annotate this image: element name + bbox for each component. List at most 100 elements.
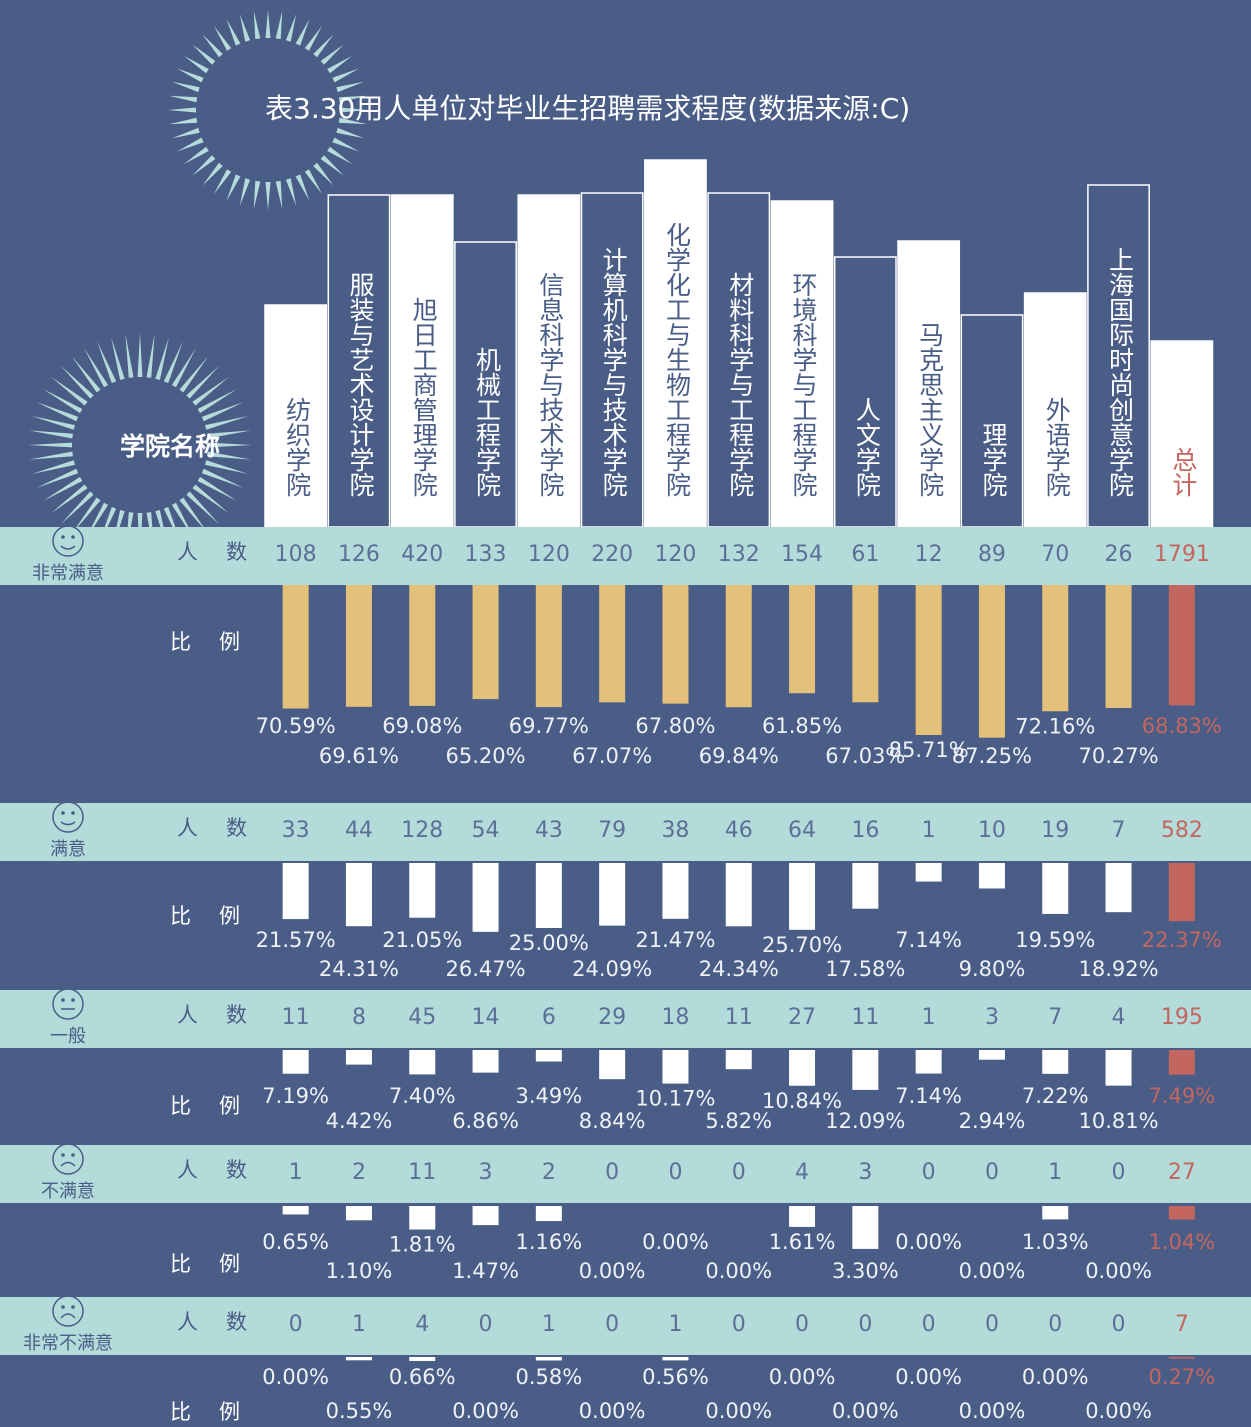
level-name: 一般 xyxy=(50,1026,86,1047)
face-eye xyxy=(71,811,75,815)
sunburst-ray xyxy=(179,497,209,534)
count: 0 xyxy=(668,1160,682,1185)
bar xyxy=(535,1050,562,1062)
face-icon xyxy=(52,1295,84,1327)
sunburst-ray xyxy=(207,430,251,439)
sunburst-ray xyxy=(320,155,344,176)
value-label: 0.00% xyxy=(705,1399,772,1423)
college-block xyxy=(264,304,328,528)
face-mouth xyxy=(60,1161,76,1167)
bar xyxy=(345,1206,372,1221)
value-label: 69.84% xyxy=(699,744,779,768)
count: 45 xyxy=(408,1005,436,1030)
sunburst-ray xyxy=(213,25,232,51)
row-label: 比例 xyxy=(170,1094,268,1118)
count: 0 xyxy=(922,1160,936,1185)
count: 44 xyxy=(345,818,373,843)
bar xyxy=(1105,1050,1132,1086)
bar xyxy=(282,585,309,709)
count: 12 xyxy=(915,542,943,567)
value-label: 0.66% xyxy=(389,1365,456,1389)
sunburst-ray xyxy=(265,182,271,210)
title: 表3.30用人单位对毕业生招聘需求程度(数据来源:C) xyxy=(265,92,910,125)
value-label: 0.27% xyxy=(1148,1365,1215,1389)
count: 8 xyxy=(352,1005,366,1030)
bar xyxy=(852,1206,879,1249)
value-label: 0.00% xyxy=(579,1259,646,1283)
count: 38 xyxy=(661,818,689,843)
bar xyxy=(282,863,309,920)
sunburst-ray xyxy=(183,55,209,74)
sunburst-core xyxy=(198,40,338,180)
sunburst-ray xyxy=(29,430,73,439)
count: 2 xyxy=(542,1160,556,1185)
count: 1 xyxy=(668,1312,682,1337)
bar xyxy=(789,585,816,694)
bar xyxy=(409,1357,436,1361)
bar xyxy=(978,1050,1005,1060)
bar xyxy=(345,585,372,707)
sunburst-ray xyxy=(320,44,344,65)
count: 1 xyxy=(352,1312,366,1337)
count: 0 xyxy=(922,1312,936,1337)
college-name: 纺织学院 xyxy=(283,397,312,497)
sunburst-ray xyxy=(171,348,196,388)
value-label: 0.00% xyxy=(579,1399,646,1423)
count: 54 xyxy=(472,818,500,843)
count: 0 xyxy=(985,1312,999,1337)
sunburst-ray xyxy=(253,180,261,209)
level-name: 非常满意 xyxy=(32,563,104,584)
bar xyxy=(472,585,499,700)
face-eye xyxy=(61,1153,65,1157)
college-block xyxy=(833,256,897,528)
college-name: 理学院 xyxy=(979,422,1008,497)
bar xyxy=(409,1050,436,1075)
sunburst-ray xyxy=(84,348,109,388)
count: 582 xyxy=(1161,818,1203,843)
sunburst-ray xyxy=(186,491,220,525)
value-label: 12.09% xyxy=(825,1109,905,1133)
row-label: 人数 xyxy=(177,1003,275,1027)
bar xyxy=(789,1050,816,1086)
sunburst-ray xyxy=(201,402,244,422)
value-label: 1.61% xyxy=(769,1230,836,1254)
sunburst-ray xyxy=(295,174,310,201)
count: 0 xyxy=(605,1312,619,1337)
value-label: 69.61% xyxy=(319,744,399,768)
bar xyxy=(978,863,1005,889)
bar xyxy=(1042,1206,1069,1220)
level-name: 不满意 xyxy=(41,1181,95,1202)
value-label: 21.05% xyxy=(382,928,462,952)
bar xyxy=(789,863,816,930)
value-label: 3.30% xyxy=(832,1259,899,1283)
count: 420 xyxy=(401,542,443,567)
face-eye xyxy=(71,535,75,539)
value-label: 1.47% xyxy=(452,1259,519,1283)
count: 10 xyxy=(978,818,1006,843)
value-label: 87.25% xyxy=(952,744,1032,768)
value-label: 0.00% xyxy=(705,1259,772,1283)
face-icon xyxy=(52,525,84,557)
value-label: 8.84% xyxy=(579,1109,646,1133)
sunburst-ray xyxy=(304,169,323,195)
sunburst-ray xyxy=(304,25,323,51)
bar xyxy=(662,863,689,919)
count: 29 xyxy=(598,1005,626,1030)
value-label: 24.09% xyxy=(572,957,652,981)
sunburst-ray xyxy=(197,476,237,501)
value-label: 85.71% xyxy=(889,738,969,762)
college-name: 化学化工与生物工程学院 xyxy=(662,222,691,497)
band xyxy=(0,1297,1251,1355)
row-label: 比例 xyxy=(170,904,268,928)
count: 0 xyxy=(985,1160,999,1185)
count: 61 xyxy=(851,542,879,567)
count: 0 xyxy=(479,1312,493,1337)
value-label: 70.27% xyxy=(1079,744,1159,768)
sunburst-core xyxy=(74,379,206,511)
value-label: 2.94% xyxy=(959,1109,1026,1133)
value-label: 25.00% xyxy=(509,931,589,955)
value-label: 0.00% xyxy=(1085,1259,1152,1283)
row-label: 比例 xyxy=(170,1252,268,1276)
value-label: 17.58% xyxy=(825,957,905,981)
count: 0 xyxy=(605,1160,619,1185)
